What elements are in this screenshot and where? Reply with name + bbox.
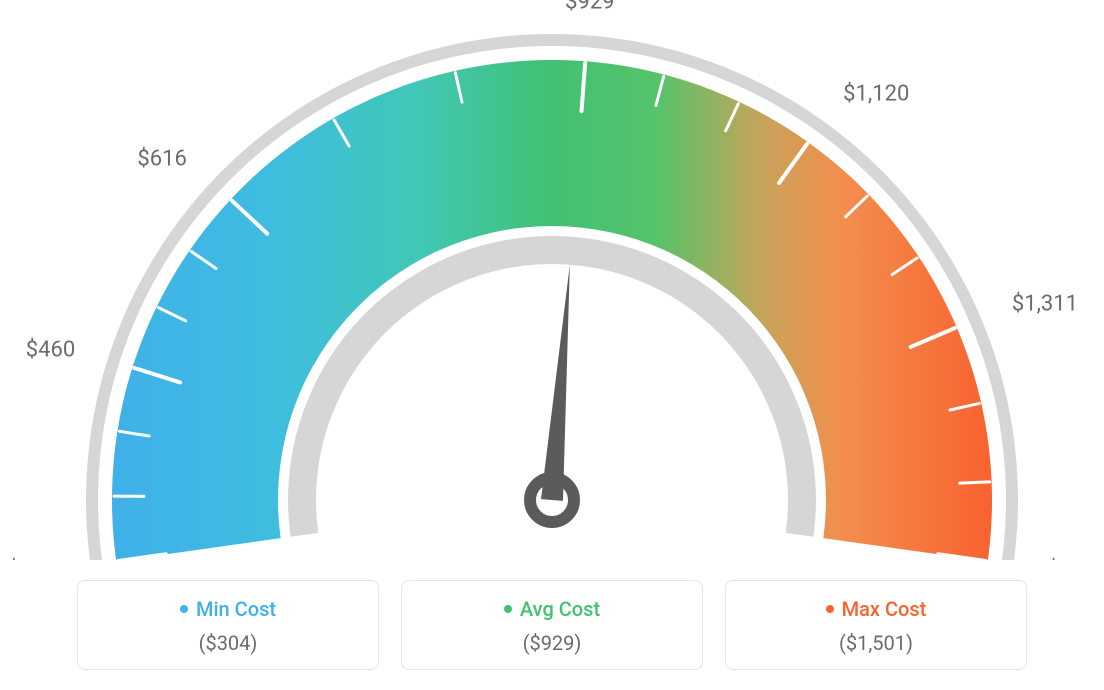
legend-dot-min	[180, 605, 188, 613]
svg-text:$1,501: $1,501	[1047, 558, 1104, 560]
svg-text:$929: $929	[565, 0, 614, 14]
legend-value-avg: ($929)	[402, 631, 702, 655]
legend-value-min: ($304)	[78, 631, 378, 655]
svg-text:$460: $460	[26, 337, 75, 362]
svg-text:$1,120: $1,120	[843, 82, 909, 107]
cost-gauge: $304 $460 $616 $929 $1,120 $1,311 $1,501	[0, 0, 1104, 560]
legend-label-min: Min Cost	[196, 597, 276, 621]
legend-dot-avg	[504, 605, 512, 613]
svg-text:$304: $304	[7, 558, 56, 560]
legend-label-max: Max Cost	[842, 597, 927, 621]
legend-value-max: ($1,501)	[726, 631, 1026, 655]
svg-text:$616: $616	[137, 146, 186, 171]
svg-text:$1,311: $1,311	[1012, 292, 1078, 317]
legend-label-avg: Avg Cost	[520, 597, 600, 621]
legend-row: Min Cost ($304) Avg Cost ($929) Max Cost…	[0, 580, 1104, 670]
legend-card-max: Max Cost ($1,501)	[725, 580, 1027, 670]
legend-card-avg: Avg Cost ($929)	[401, 580, 703, 670]
legend-card-min: Min Cost ($304)	[77, 580, 379, 670]
legend-dot-max	[826, 605, 834, 613]
